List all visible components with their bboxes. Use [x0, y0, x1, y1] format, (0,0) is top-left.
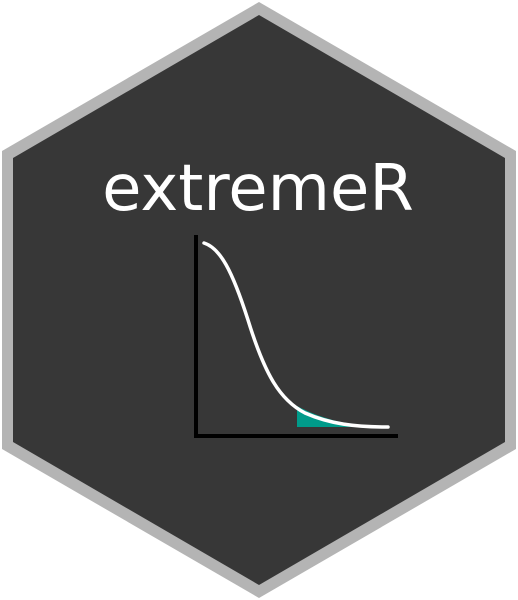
tail-fill [297, 406, 390, 427]
density-curve [202, 241, 390, 429]
hex-background [13, 15, 505, 585]
logo-title: extremeR [102, 152, 414, 226]
